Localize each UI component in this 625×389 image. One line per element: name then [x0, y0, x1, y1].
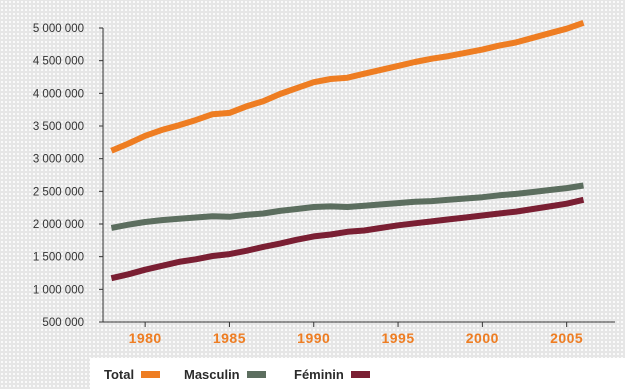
legend-label-feminin: Féminin	[294, 366, 344, 382]
x-tick-label: 1990	[297, 330, 330, 346]
y-tick-label: 2 500 000	[33, 186, 84, 198]
y-tick-label: 3 500 000	[33, 121, 84, 133]
y-tick-label: 2 000 000	[33, 219, 84, 231]
series-line-total	[110, 19, 585, 154]
legend-item-masculin: Masculin	[184, 366, 266, 382]
y-tick-label: 4 500 000	[33, 56, 84, 68]
y-tick-label: 4 000 000	[33, 88, 84, 100]
y-tick-label: 5 000 000	[33, 23, 84, 35]
legend-item-feminin: Féminin	[294, 366, 370, 382]
legend-label-masculin: Masculin	[184, 366, 240, 382]
y-tick-label: 1 500 000	[33, 252, 84, 264]
y-tick-label: 3 000 000	[33, 154, 84, 166]
x-tick-label: 1995	[381, 330, 414, 346]
legend-swatch-feminin	[350, 370, 370, 378]
legend-item-total: Total	[104, 366, 161, 382]
legend-swatch-masculin	[246, 370, 266, 378]
y-tick-label: 1 000 000	[33, 284, 84, 296]
y-tick-label: 500 000	[42, 317, 84, 329]
x-tick-label: 2005	[550, 330, 583, 346]
legend-label-total: Total	[104, 366, 135, 382]
series-line-masculin	[110, 182, 584, 231]
x-tick-label: 1985	[213, 330, 246, 346]
series-line-feminin	[110, 196, 585, 282]
x-tick-label: 2000	[466, 330, 499, 346]
x-tick-label: 1980	[129, 330, 162, 346]
legend-swatch-total	[141, 370, 161, 378]
